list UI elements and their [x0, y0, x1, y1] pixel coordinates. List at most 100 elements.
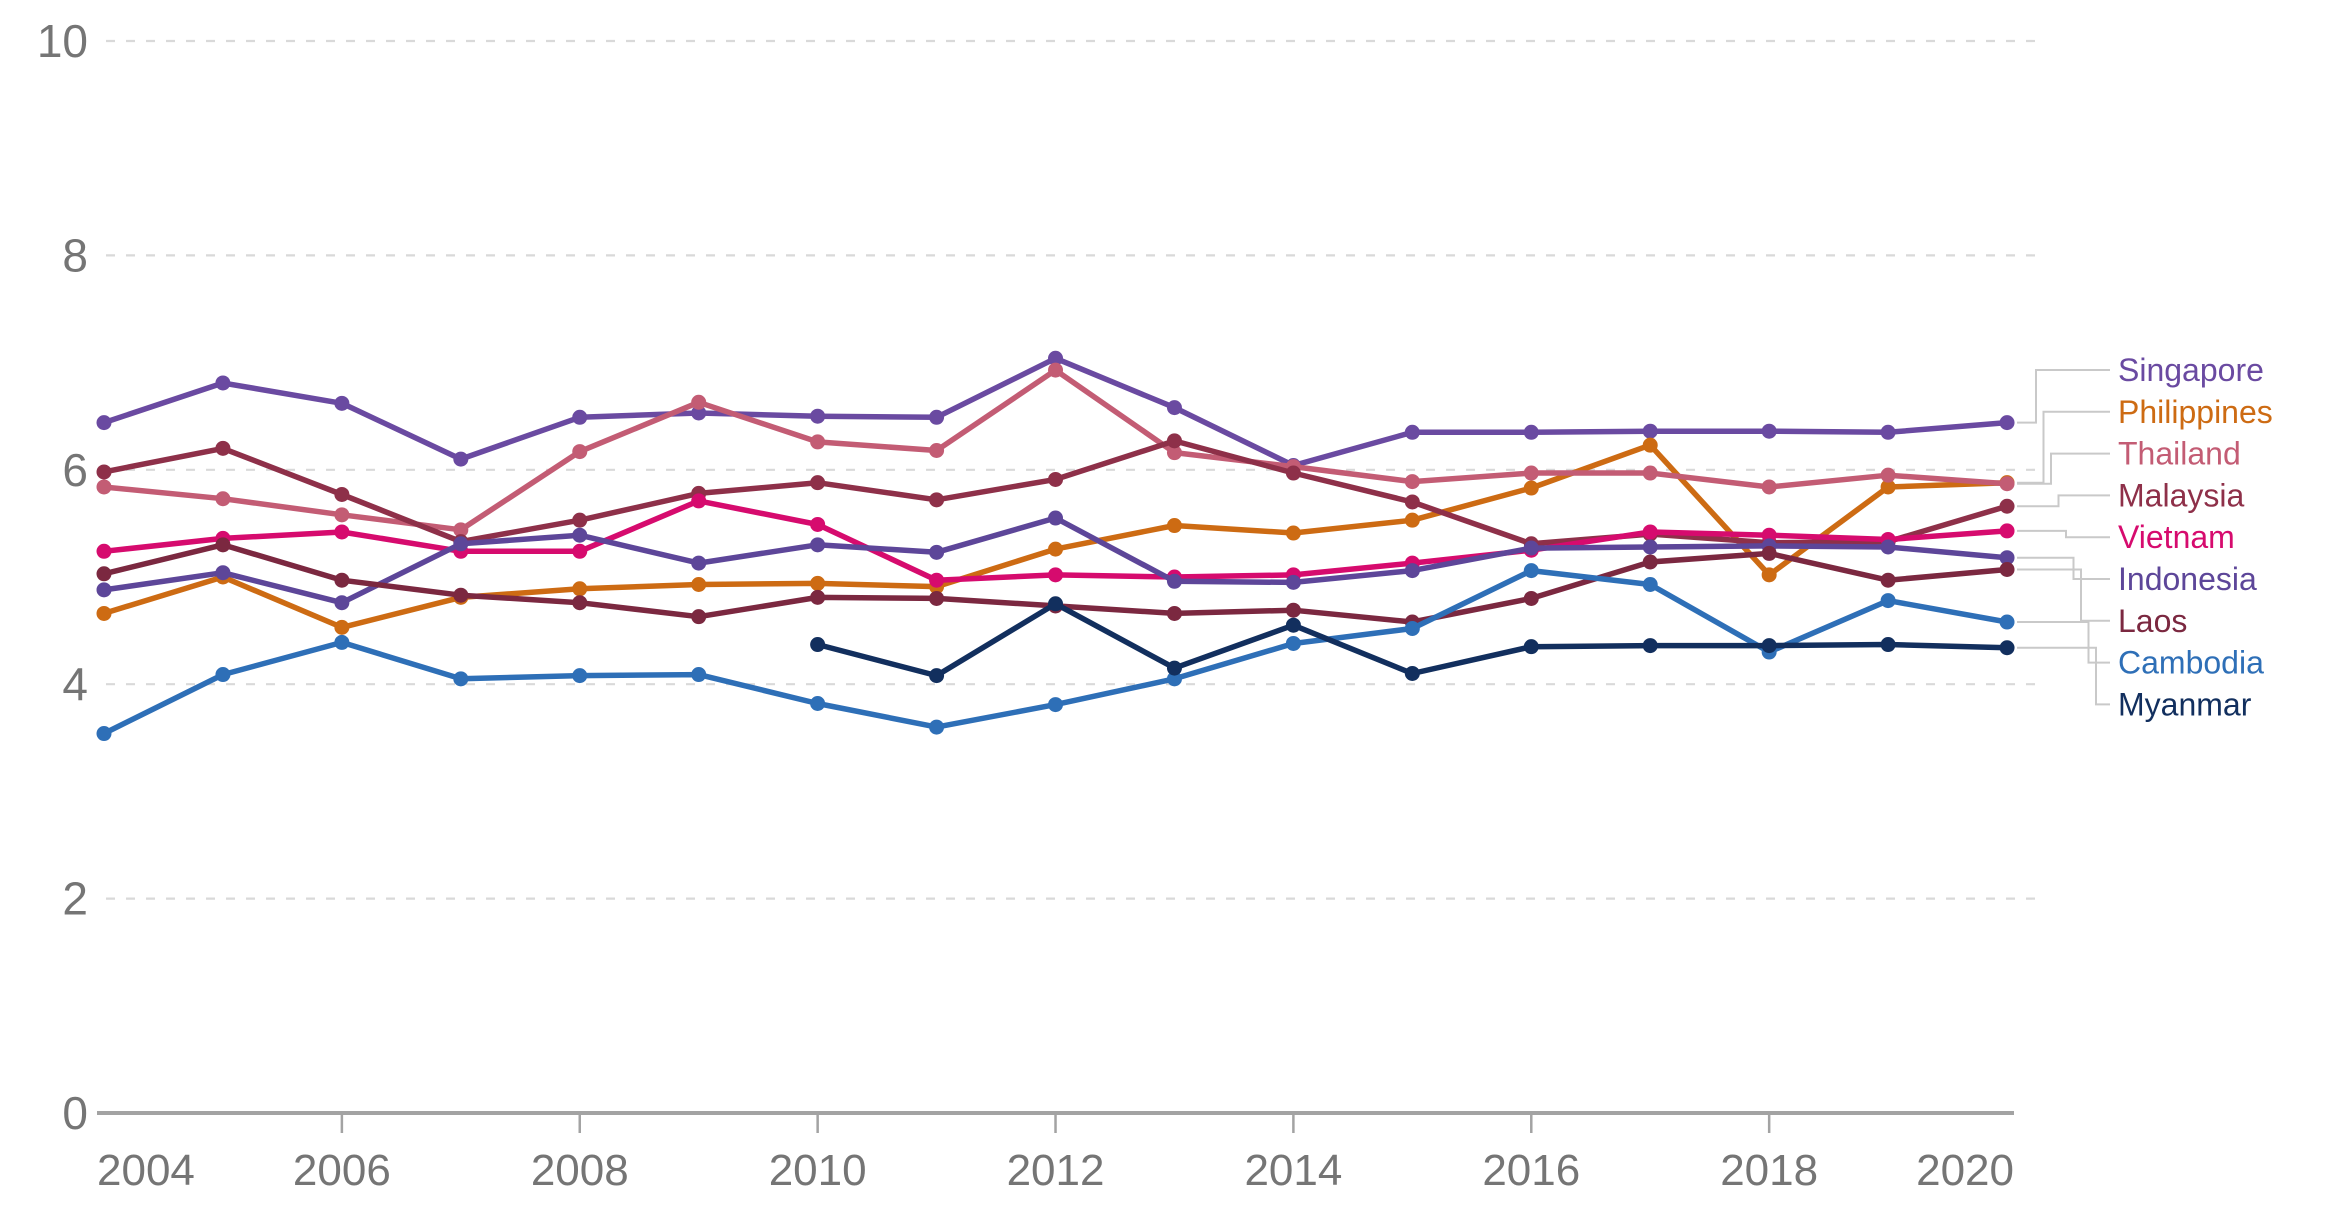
data-point[interactable] — [215, 537, 231, 553]
data-point[interactable] — [810, 575, 826, 591]
data-point[interactable] — [1048, 350, 1064, 366]
data-point[interactable] — [1999, 640, 2015, 656]
data-point[interactable] — [810, 537, 826, 553]
data-point[interactable] — [1285, 635, 1301, 651]
data-point[interactable] — [1880, 424, 1896, 440]
data-point[interactable] — [1523, 424, 1539, 440]
data-point[interactable] — [96, 605, 112, 621]
data-point[interactable] — [1999, 614, 2015, 630]
data-point[interactable] — [1880, 467, 1896, 483]
data-point[interactable] — [1880, 593, 1896, 609]
data-point[interactable] — [215, 375, 231, 391]
data-point[interactable] — [1523, 465, 1539, 481]
data-point[interactable] — [1880, 479, 1896, 495]
data-point[interactable] — [929, 590, 945, 606]
data-point[interactable] — [691, 405, 707, 421]
data-point[interactable] — [215, 565, 231, 581]
data-point[interactable] — [572, 543, 588, 559]
data-point[interactable] — [572, 409, 588, 425]
data-point[interactable] — [1404, 665, 1420, 681]
data-point[interactable] — [215, 440, 231, 456]
data-point[interactable] — [810, 408, 826, 424]
series-line[interactable] — [101, 367, 2010, 533]
data-point[interactable] — [1999, 550, 2015, 566]
data-point[interactable] — [691, 493, 707, 509]
data-point[interactable] — [1285, 617, 1301, 633]
data-point[interactable] — [453, 451, 469, 467]
data-point[interactable] — [572, 444, 588, 460]
data-point[interactable] — [1642, 423, 1658, 439]
data-point[interactable] — [810, 475, 826, 491]
data-point[interactable] — [1048, 362, 1064, 378]
data-point[interactable] — [1048, 596, 1064, 612]
data-point[interactable] — [453, 536, 469, 552]
data-point[interactable] — [1404, 563, 1420, 579]
data-point[interactable] — [572, 595, 588, 611]
data-point[interactable] — [1999, 498, 2015, 514]
data-point[interactable] — [1166, 605, 1182, 621]
data-point[interactable] — [1404, 474, 1420, 490]
data-point[interactable] — [810, 516, 826, 532]
data-point[interactable] — [929, 409, 945, 425]
data-point[interactable] — [572, 668, 588, 684]
data-point[interactable] — [1642, 638, 1658, 654]
data-point[interactable] — [1048, 541, 1064, 557]
data-point[interactable] — [572, 512, 588, 528]
data-point[interactable] — [1166, 433, 1182, 449]
data-point[interactable] — [1761, 638, 1777, 654]
data-point[interactable] — [1048, 471, 1064, 487]
data-point[interactable] — [1999, 523, 2015, 539]
data-point[interactable] — [1404, 620, 1420, 636]
data-point[interactable] — [1285, 525, 1301, 541]
data-point[interactable] — [96, 464, 112, 480]
data-point[interactable] — [1166, 445, 1182, 461]
data-point[interactable] — [1166, 573, 1182, 589]
data-point[interactable] — [1880, 539, 1896, 555]
data-point[interactable] — [1166, 660, 1182, 676]
data-point[interactable] — [1880, 572, 1896, 588]
data-point[interactable] — [691, 609, 707, 625]
data-point[interactable] — [1404, 424, 1420, 440]
data-point[interactable] — [1999, 561, 2015, 577]
data-point[interactable] — [929, 443, 945, 459]
data-point[interactable] — [1642, 437, 1658, 453]
data-point[interactable] — [1523, 540, 1539, 556]
data-point[interactable] — [215, 491, 231, 507]
data-point[interactable] — [1761, 527, 1777, 543]
data-point[interactable] — [1999, 415, 2015, 431]
data-point[interactable] — [929, 668, 945, 684]
data-point[interactable] — [1048, 697, 1064, 713]
data-point[interactable] — [334, 595, 350, 611]
data-point[interactable] — [334, 634, 350, 650]
data-point[interactable] — [1404, 512, 1420, 528]
data-point[interactable] — [572, 581, 588, 597]
data-point[interactable] — [334, 619, 350, 635]
data-point[interactable] — [1404, 494, 1420, 510]
data-point[interactable] — [810, 589, 826, 605]
data-point[interactable] — [96, 479, 112, 495]
data-point[interactable] — [929, 572, 945, 588]
data-point[interactable] — [1523, 639, 1539, 655]
data-point[interactable] — [1523, 590, 1539, 606]
data-point[interactable] — [1048, 567, 1064, 583]
data-point[interactable] — [1761, 567, 1777, 583]
data-point[interactable] — [1285, 465, 1301, 481]
data-point[interactable] — [810, 695, 826, 711]
data-point[interactable] — [929, 492, 945, 508]
data-point[interactable] — [1166, 400, 1182, 416]
data-point[interactable] — [1285, 574, 1301, 590]
data-point[interactable] — [1642, 465, 1658, 481]
data-point[interactable] — [1523, 563, 1539, 579]
series-line[interactable] — [101, 438, 2010, 547]
data-point[interactable] — [1166, 518, 1182, 534]
data-point[interactable] — [334, 524, 350, 540]
data-point[interactable] — [453, 522, 469, 538]
data-point[interactable] — [96, 566, 112, 582]
data-point[interactable] — [1166, 671, 1182, 687]
series-line[interactable] — [101, 515, 2010, 606]
data-point[interactable] — [1642, 554, 1658, 570]
data-point[interactable] — [453, 671, 469, 687]
data-point[interactable] — [1642, 524, 1658, 540]
data-point[interactable] — [96, 726, 112, 742]
data-point[interactable] — [1523, 480, 1539, 496]
